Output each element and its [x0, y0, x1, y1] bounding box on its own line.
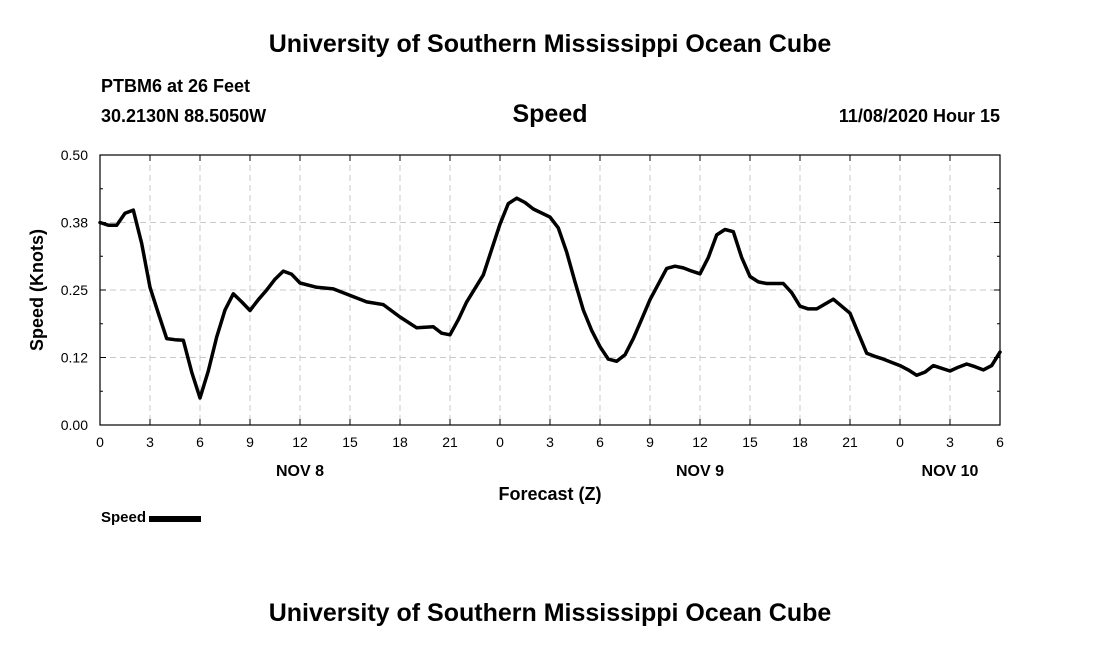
- x-tick-label: 0: [496, 434, 504, 450]
- y-tick-label: 0.25: [61, 282, 88, 298]
- x-axis-label: Forecast (Z): [498, 484, 601, 504]
- plot-frame: [99, 154, 1001, 426]
- date-label: NOV 8: [276, 463, 324, 480]
- chart-footer-title: University of Southern Mississippi Ocean…: [268, 599, 832, 627]
- y-tick-label: 0.00: [61, 417, 88, 433]
- chart-legend: Speed: [101, 509, 202, 526]
- x-tick-label: 18: [392, 434, 408, 450]
- x-tick-label: 3: [946, 434, 954, 450]
- y-tick-label: 0.50: [61, 147, 88, 163]
- y-tick-label: 0.12: [61, 350, 88, 366]
- x-tick-label: 15: [742, 434, 758, 450]
- x-tick-label: 18: [792, 434, 808, 450]
- x-tick-label: 12: [292, 434, 308, 450]
- x-tick-label: 6: [596, 434, 604, 450]
- y-axis-label: Speed (Knots): [27, 229, 47, 351]
- date-label: NOV 9: [676, 463, 724, 480]
- x-tick-label: 0: [96, 434, 104, 450]
- x-tick-label: 12: [692, 434, 708, 450]
- x-tick-label: 21: [842, 434, 858, 450]
- x-tick-label: 0: [896, 434, 904, 450]
- x-tick-label: 21: [442, 434, 458, 450]
- x-tick-label: 6: [996, 434, 1004, 450]
- chart-title: Speed: [512, 100, 588, 128]
- date-label: NOV 10: [922, 463, 979, 480]
- x-tick-label: 15: [342, 434, 358, 450]
- y-tick-label: 0.38: [61, 215, 88, 231]
- station-label: PTBM6 at 26 Feet: [101, 76, 251, 96]
- x-tick-label: 3: [146, 434, 154, 450]
- x-tick-label: 9: [246, 434, 254, 450]
- x-tick-label: 6: [196, 434, 204, 450]
- chart-header-title: University of Southern Mississippi Ocean…: [268, 30, 832, 58]
- x-tick-label: 3: [546, 434, 554, 450]
- legend-label: Speed: [101, 509, 147, 526]
- legend-line-swatch: [149, 516, 202, 522]
- speed-series-line: [98, 196, 1002, 400]
- coordinates-label: 30.2130N 88.5050W: [101, 106, 267, 126]
- x-tick-label: 9: [646, 434, 654, 450]
- forecast-datetime: 11/08/2020 Hour 15: [838, 106, 1000, 126]
